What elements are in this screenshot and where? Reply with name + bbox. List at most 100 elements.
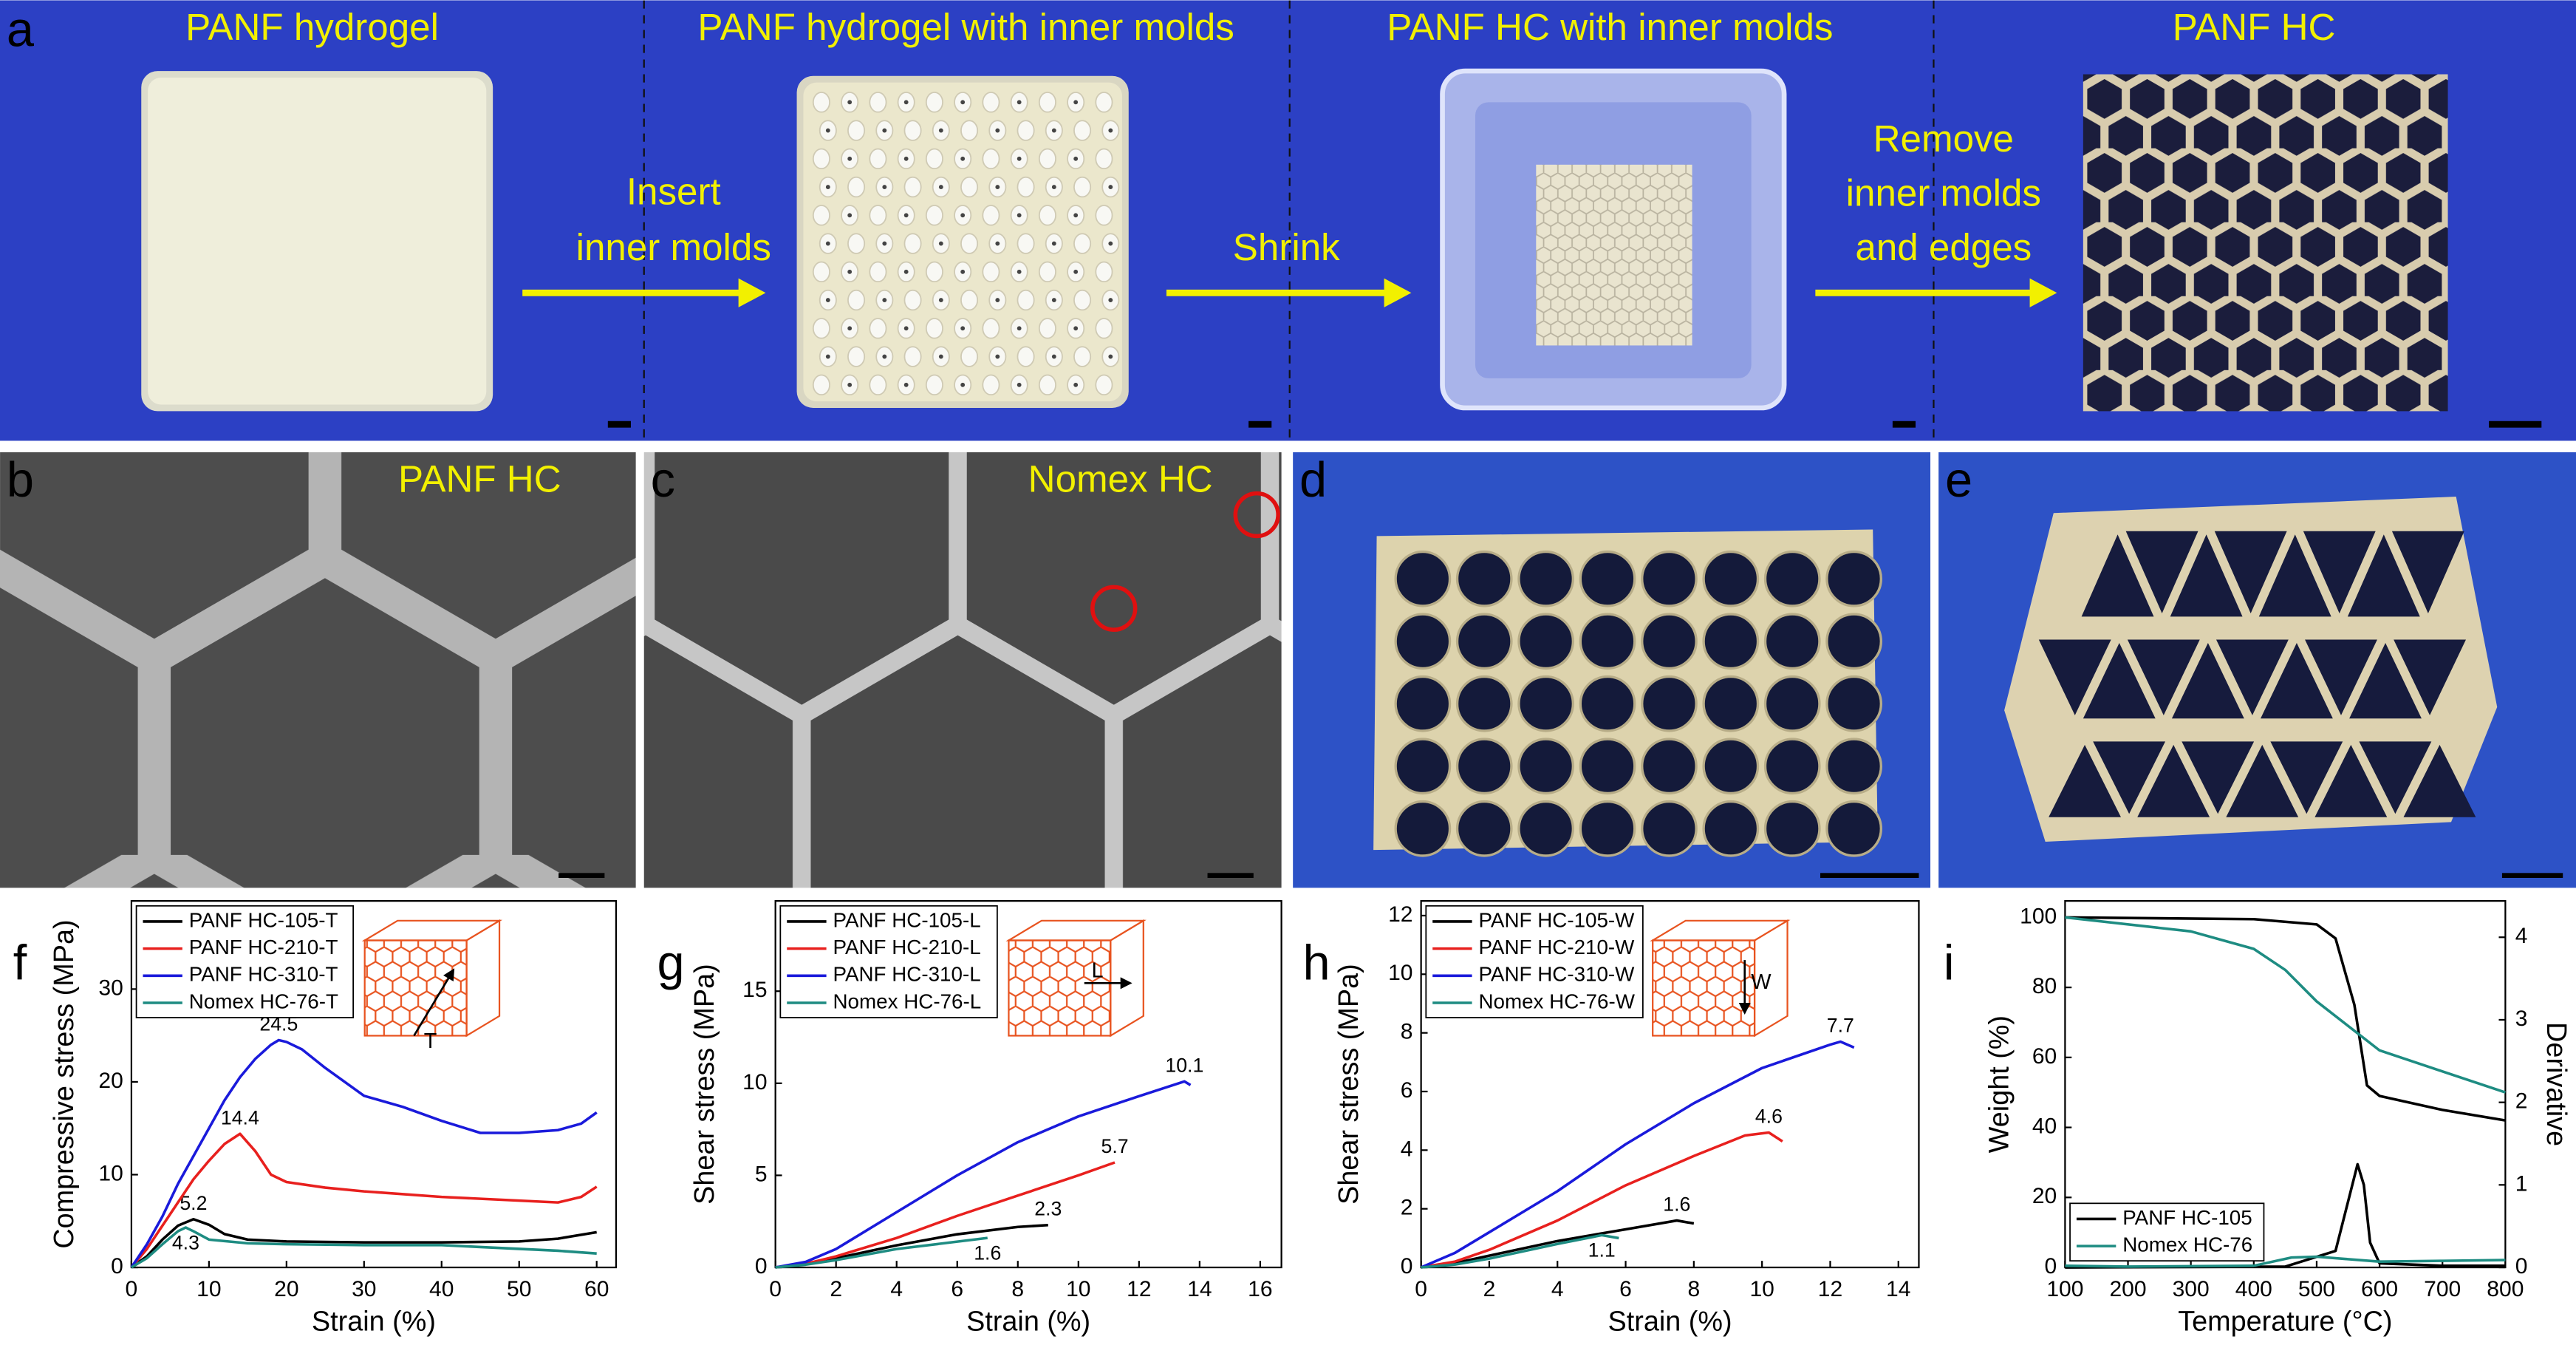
triangle-cell — [2261, 642, 2333, 719]
y-axis-label: Weight (%) — [1984, 1015, 2015, 1153]
hole — [1825, 550, 1882, 607]
series-line — [1420, 1040, 1855, 1269]
panel-a — [0, 0, 2576, 441]
mold-hole — [1073, 326, 1079, 331]
y2-tick-label: 1 — [2515, 1171, 2528, 1196]
hole — [1455, 613, 1513, 670]
triangle-cell — [2038, 639, 2111, 715]
x-tick-label: 500 — [2298, 1277, 2335, 1301]
x-tick-label: 0 — [1415, 1277, 1427, 1301]
hole — [1579, 550, 1636, 607]
mold-peg — [869, 261, 887, 283]
y-tick-label: 5 — [755, 1162, 768, 1186]
triangle-cell — [2394, 639, 2467, 715]
y-tick-label: 6 — [1401, 1078, 1413, 1103]
x-tick-label: 400 — [2235, 1277, 2272, 1301]
series-line — [2065, 916, 2506, 1094]
hole — [1825, 800, 1882, 857]
x-tick-label: 20 — [274, 1277, 298, 1301]
triangle-cell — [2226, 744, 2299, 817]
hole — [1763, 675, 1821, 732]
mold-hole — [825, 241, 830, 246]
hole — [1641, 675, 1698, 732]
mold-peg — [847, 176, 866, 198]
triangle-cell — [2093, 741, 2166, 814]
mold-hole — [1017, 100, 1022, 105]
x-tick-label: 14 — [1886, 1277, 1910, 1301]
y-tick-label: 40 — [2032, 1114, 2057, 1139]
legend-label: Nomex HC-76-L — [833, 990, 981, 1012]
mold-hole — [1073, 100, 1079, 105]
hole — [1455, 550, 1513, 607]
hole — [1517, 550, 1575, 607]
photo-title: Nomex HC — [1028, 458, 1213, 500]
y-tick-label: 8 — [1401, 1020, 1413, 1044]
data-label: 5.7 — [1101, 1135, 1128, 1157]
plot-frame — [130, 900, 618, 1269]
mold-hole — [847, 213, 853, 218]
mold-hole — [995, 128, 1000, 133]
mold-hole — [1017, 213, 1022, 218]
step-title: PANF hydrogel — [185, 6, 439, 48]
series-line — [775, 1236, 988, 1269]
mold-peg — [847, 233, 866, 254]
panel-letter: d — [1299, 453, 1327, 508]
mold-peg — [1095, 92, 1113, 113]
mold-hole — [1051, 354, 1056, 359]
mold-peg — [869, 318, 887, 339]
arrow-text: Remove — [1873, 118, 2014, 160]
legend-label: PANF HC-105-T — [189, 908, 338, 931]
series-line — [130, 1217, 597, 1269]
mold-hole — [995, 298, 1000, 302]
legend-box — [1425, 905, 1644, 1018]
hole — [1641, 738, 1698, 795]
y-tick-label: 20 — [98, 1069, 123, 1093]
triangle-cell — [2303, 531, 2376, 613]
mold-peg — [1038, 374, 1056, 396]
mold-hole — [903, 213, 909, 218]
hole — [1579, 738, 1636, 795]
arrow-text: Insert — [626, 170, 721, 212]
mold-peg — [925, 374, 943, 396]
hole — [1702, 800, 1760, 857]
mold-hole — [847, 382, 853, 387]
mold-peg — [960, 120, 979, 141]
mold-peg — [903, 120, 922, 141]
mold-peg — [812, 318, 830, 339]
inset-arrow — [413, 968, 455, 1037]
data-label: 5.2 — [180, 1192, 207, 1214]
mold-peg — [847, 346, 866, 367]
series-line — [2065, 916, 2506, 1122]
mold-hole — [995, 185, 1000, 189]
series-line — [2065, 1162, 2506, 1269]
triangle-cell — [2170, 534, 2243, 617]
mold-hole — [903, 326, 909, 331]
mold-hole — [847, 100, 853, 105]
legend-label: PANF HC-310-W — [1478, 963, 1635, 986]
mold-hole — [825, 128, 830, 133]
hole — [1517, 613, 1575, 670]
triangle-cell — [2403, 744, 2476, 817]
data-label: 1.1 — [1588, 1239, 1616, 1261]
hole — [1394, 675, 1452, 732]
mold-hole — [847, 326, 853, 331]
x-tick-label: 0 — [126, 1277, 138, 1301]
mold-peg — [812, 92, 830, 113]
mold-peg — [869, 148, 887, 170]
hole — [1702, 613, 1760, 670]
y-axis-label: Shear stress (MPa) — [689, 964, 720, 1205]
triangle-cell — [2270, 741, 2343, 814]
panel-letter: f — [13, 936, 27, 991]
hole — [1763, 613, 1821, 670]
plot-frame — [1420, 900, 1920, 1269]
mold-hole — [825, 354, 830, 359]
mold-hole — [1017, 382, 1022, 387]
mold-peg — [1038, 148, 1056, 170]
hole — [1641, 800, 1698, 857]
mold-peg — [1017, 289, 1035, 311]
inset-label: L — [1091, 958, 1103, 982]
legend-label: PANF HC-310-T — [189, 963, 338, 986]
mold-hole — [1073, 382, 1079, 387]
